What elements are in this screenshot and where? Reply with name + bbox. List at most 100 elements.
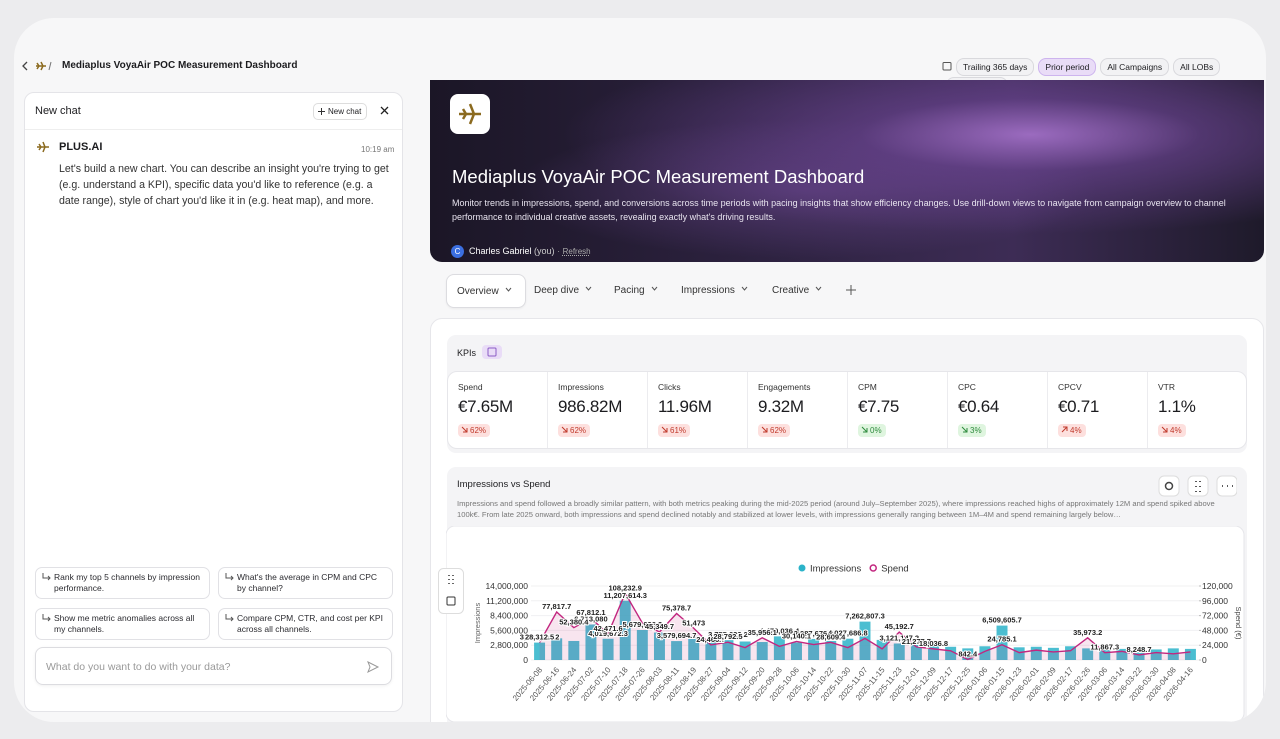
bar xyxy=(996,625,1008,660)
bar xyxy=(1082,648,1094,660)
tab[interactable]: Pacing xyxy=(604,274,671,308)
bar xyxy=(842,638,854,660)
data-label: 3,755,622.2 xyxy=(708,630,748,639)
suggestion[interactable]: Compare CPM, CTR, and cost per KPI acros… xyxy=(218,608,393,640)
data-label: 28,792.5 xyxy=(713,632,742,641)
y2-tick-label: 0 xyxy=(1202,655,1207,665)
data-label: 35,973.2 xyxy=(1073,628,1102,637)
refresh-link[interactable]: Refresh xyxy=(562,247,591,256)
filter-pill[interactable]: Prior period xyxy=(1038,58,1097,76)
bar xyxy=(825,640,837,660)
tab[interactable]: Deep dive xyxy=(524,274,605,308)
chart-actions[interactable] xyxy=(1157,475,1237,497)
filter-pill[interactable]: All LOBs xyxy=(1173,58,1221,76)
kpi-label: Engagements xyxy=(758,382,811,392)
bar xyxy=(534,642,546,660)
kpi-change: 0% xyxy=(858,424,886,437)
data-label: 842.4 xyxy=(958,649,978,658)
kpi-value: 986.82M xyxy=(558,397,623,416)
kpi-card: CPM €7.75 0% xyxy=(848,372,948,448)
legend-label: Impressions xyxy=(810,564,861,575)
data-label: 6,509,605.7 xyxy=(982,616,1022,625)
suggestion[interactable]: What's the average in CPM and CPC by cha… xyxy=(218,567,393,599)
chat-input[interactable]: What do you want to do with your data? xyxy=(35,647,392,685)
back-nav[interactable] xyxy=(22,60,52,72)
tab-label: Deep dive xyxy=(534,285,580,296)
y2-tick-label: 48,000 xyxy=(1202,625,1228,635)
chat-title[interactable]: New chat xyxy=(35,105,81,117)
bar xyxy=(945,646,957,660)
tab[interactable]: Impressions xyxy=(671,274,761,308)
bar xyxy=(671,641,683,660)
kpi-value: 11.96M xyxy=(658,397,712,416)
kpi-label: VTR xyxy=(1158,382,1175,392)
kpi-value: €7.65M xyxy=(458,397,513,416)
chart-side-tools[interactable] xyxy=(438,568,464,614)
tab-label: Creative xyxy=(772,285,810,296)
data-label: 42,471.6 xyxy=(593,624,622,633)
send-button[interactable] xyxy=(366,660,380,674)
spend-line xyxy=(538,591,1191,661)
filter-pill[interactable]: Trailing 365 days xyxy=(956,58,1035,76)
kpi-change-value: 61% xyxy=(670,426,687,435)
new-chat-label: New chat xyxy=(328,107,362,116)
y2-tick-label: 72,000 xyxy=(1202,611,1228,621)
message: Let's build a new chart. You can describ… xyxy=(59,163,389,207)
data-label: 4,470,036.4 xyxy=(760,626,800,635)
bar xyxy=(1099,647,1111,660)
input-placeholder: What do you want to do with your data? xyxy=(46,661,231,673)
new-chat-button[interactable]: New chat xyxy=(313,103,368,120)
breadcrumb-title[interactable]: Mediaplus VoyaAir POC Measurement Dashbo… xyxy=(62,60,298,71)
hero-logo xyxy=(450,94,490,134)
suggestion-text: What's the average in CPM and CPC by cha… xyxy=(237,572,378,593)
bar xyxy=(602,638,614,660)
kpi-card: VTR 1.1% 4% xyxy=(1148,372,1248,448)
author-suffix: (you) xyxy=(534,246,555,256)
spend-area xyxy=(539,593,1191,660)
data-label: 24,785.1 xyxy=(987,635,1016,644)
bar xyxy=(722,640,734,660)
kpi-card: Spend €7.65M 62% xyxy=(448,372,548,448)
bar xyxy=(568,640,580,660)
bar xyxy=(979,646,991,660)
kpi-change-value: 62% xyxy=(470,426,487,435)
tab[interactable]: Overview xyxy=(446,274,526,308)
data-label: 3,121,147.2 xyxy=(879,634,919,643)
calendar-icon xyxy=(942,61,952,71)
y-tick-label: 2,800,000 xyxy=(490,640,528,650)
hero-title: Mediaplus VoyaAir POC Measurement Dashbo… xyxy=(452,166,865,187)
filter-bar: Trailing 365 days Prior period All Campaig… xyxy=(942,57,1266,95)
chart-subtitle: Impressions and spend followed a broadly… xyxy=(457,499,1215,519)
bar xyxy=(1047,647,1059,660)
legend-item[interactable]: Spend xyxy=(869,564,909,575)
bar xyxy=(653,632,665,660)
y2-axis-label: Spend (€) xyxy=(1234,607,1243,640)
suggestion[interactable]: Show me metric anomalies across all my c… xyxy=(35,608,210,640)
data-label: 18,036.8 xyxy=(919,639,948,648)
add-tab[interactable] xyxy=(846,285,856,295)
legend-label: Spend xyxy=(881,564,908,575)
tab-label: Overview xyxy=(457,286,499,297)
kpi-date-icon[interactable] xyxy=(482,345,502,359)
data-label: 8,248.7 xyxy=(1127,645,1152,654)
bar xyxy=(1013,647,1025,660)
tab[interactable]: Creative xyxy=(762,274,835,308)
bar xyxy=(1030,646,1042,660)
data-label: 6,713,080 xyxy=(574,615,607,624)
kpi-label: Impressions xyxy=(558,382,604,392)
bar xyxy=(551,638,563,660)
tab-label: Impressions xyxy=(681,285,735,296)
bar xyxy=(1133,647,1145,660)
legend-item[interactable]: Impressions xyxy=(798,564,862,575)
kpi-card: CPCV €0.71 4% xyxy=(1048,372,1148,448)
filter-pill[interactable]: All Campaigns xyxy=(1100,58,1170,76)
bot-icon xyxy=(37,141,49,153)
close-button[interactable] xyxy=(380,106,389,115)
data-label: 24,466.7 xyxy=(696,635,725,644)
bar xyxy=(688,637,700,660)
kpi-change: 62% xyxy=(458,424,491,437)
bar xyxy=(636,629,648,660)
data-label: 3,579,694.7 xyxy=(657,631,697,640)
chart: 0 2,800,000 5,600,000 8,400,000 11,200,000 14… xyxy=(446,526,1245,722)
suggestion[interactable]: Rank my top 5 channels by impression per… xyxy=(35,567,210,599)
